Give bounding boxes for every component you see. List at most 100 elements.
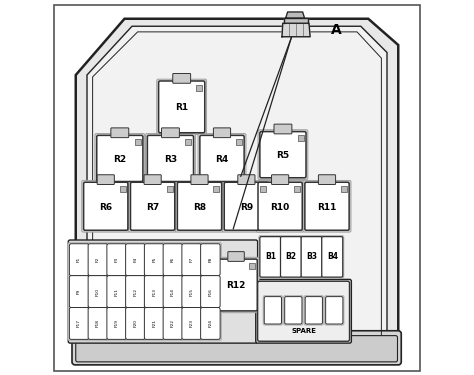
FancyBboxPatch shape (201, 244, 220, 276)
FancyBboxPatch shape (69, 308, 89, 339)
Text: R3: R3 (164, 155, 177, 164)
FancyBboxPatch shape (260, 132, 306, 178)
Bar (119, 186, 126, 192)
FancyBboxPatch shape (182, 244, 201, 276)
FancyBboxPatch shape (281, 237, 301, 277)
FancyBboxPatch shape (199, 242, 222, 277)
Text: R12: R12 (227, 282, 246, 291)
FancyBboxPatch shape (162, 306, 184, 341)
FancyBboxPatch shape (173, 74, 191, 83)
Text: B3: B3 (306, 252, 317, 261)
FancyBboxPatch shape (105, 306, 128, 341)
Text: R7: R7 (146, 202, 159, 211)
FancyBboxPatch shape (303, 180, 351, 232)
FancyBboxPatch shape (146, 134, 195, 183)
FancyBboxPatch shape (130, 182, 175, 230)
FancyBboxPatch shape (300, 236, 323, 278)
FancyBboxPatch shape (111, 128, 129, 138)
FancyBboxPatch shape (68, 240, 258, 343)
Bar (294, 186, 300, 192)
FancyBboxPatch shape (326, 297, 343, 324)
Text: F24: F24 (209, 320, 212, 327)
Text: F11: F11 (115, 288, 118, 296)
FancyBboxPatch shape (87, 306, 109, 341)
FancyBboxPatch shape (305, 182, 349, 230)
Polygon shape (284, 18, 308, 23)
FancyBboxPatch shape (88, 276, 108, 308)
FancyBboxPatch shape (163, 244, 182, 276)
Text: R4: R4 (215, 155, 228, 164)
Text: F3: F3 (115, 257, 118, 262)
FancyBboxPatch shape (162, 242, 184, 277)
Text: R11: R11 (317, 202, 337, 211)
Bar (197, 85, 202, 91)
Text: R1: R1 (175, 104, 188, 112)
Text: F7: F7 (190, 257, 193, 262)
Text: F18: F18 (96, 320, 100, 327)
FancyBboxPatch shape (222, 180, 270, 232)
Bar (236, 139, 242, 145)
Bar (135, 139, 141, 145)
FancyBboxPatch shape (215, 259, 257, 311)
FancyBboxPatch shape (182, 276, 201, 308)
Text: F10: F10 (96, 288, 100, 296)
Text: F16: F16 (209, 288, 212, 296)
FancyBboxPatch shape (301, 237, 322, 277)
FancyBboxPatch shape (305, 297, 322, 324)
FancyBboxPatch shape (145, 276, 164, 308)
Text: B4: B4 (327, 252, 338, 261)
FancyBboxPatch shape (88, 308, 108, 339)
FancyBboxPatch shape (107, 244, 127, 276)
FancyBboxPatch shape (82, 180, 130, 232)
Text: F14: F14 (171, 288, 175, 296)
FancyBboxPatch shape (87, 242, 109, 277)
FancyBboxPatch shape (199, 274, 222, 309)
FancyBboxPatch shape (259, 236, 282, 278)
FancyBboxPatch shape (69, 276, 89, 308)
FancyBboxPatch shape (201, 276, 220, 308)
FancyBboxPatch shape (272, 175, 289, 184)
FancyBboxPatch shape (264, 297, 282, 324)
FancyBboxPatch shape (201, 308, 220, 339)
Text: F15: F15 (190, 288, 193, 296)
FancyBboxPatch shape (87, 274, 109, 309)
FancyBboxPatch shape (126, 276, 145, 308)
FancyBboxPatch shape (175, 180, 224, 232)
Text: R2: R2 (113, 155, 127, 164)
FancyBboxPatch shape (274, 124, 292, 134)
Text: F19: F19 (115, 320, 118, 327)
FancyBboxPatch shape (256, 279, 351, 343)
Text: R10: R10 (271, 202, 290, 211)
FancyBboxPatch shape (200, 135, 244, 182)
FancyBboxPatch shape (325, 296, 344, 325)
Text: R8: R8 (193, 202, 206, 211)
Text: F8: F8 (209, 257, 212, 262)
FancyBboxPatch shape (68, 242, 91, 277)
FancyBboxPatch shape (181, 274, 203, 309)
Text: R5: R5 (276, 151, 290, 160)
FancyBboxPatch shape (76, 336, 398, 362)
Text: F1: F1 (77, 257, 81, 262)
FancyBboxPatch shape (145, 308, 164, 339)
FancyBboxPatch shape (124, 274, 146, 309)
FancyBboxPatch shape (68, 274, 91, 309)
Bar (213, 186, 219, 192)
FancyBboxPatch shape (182, 308, 201, 339)
FancyBboxPatch shape (263, 296, 283, 325)
FancyBboxPatch shape (126, 308, 145, 339)
Text: F9: F9 (77, 289, 81, 294)
FancyBboxPatch shape (163, 308, 182, 339)
FancyBboxPatch shape (147, 135, 193, 182)
FancyBboxPatch shape (95, 134, 145, 183)
Polygon shape (282, 23, 310, 37)
FancyBboxPatch shape (319, 175, 336, 184)
FancyBboxPatch shape (181, 306, 203, 341)
Bar (249, 263, 255, 269)
FancyBboxPatch shape (260, 237, 281, 277)
FancyBboxPatch shape (105, 242, 128, 277)
Text: F21: F21 (152, 320, 156, 327)
Text: F4: F4 (133, 257, 137, 262)
FancyBboxPatch shape (238, 175, 255, 184)
FancyBboxPatch shape (128, 180, 177, 232)
PathPatch shape (87, 26, 387, 349)
